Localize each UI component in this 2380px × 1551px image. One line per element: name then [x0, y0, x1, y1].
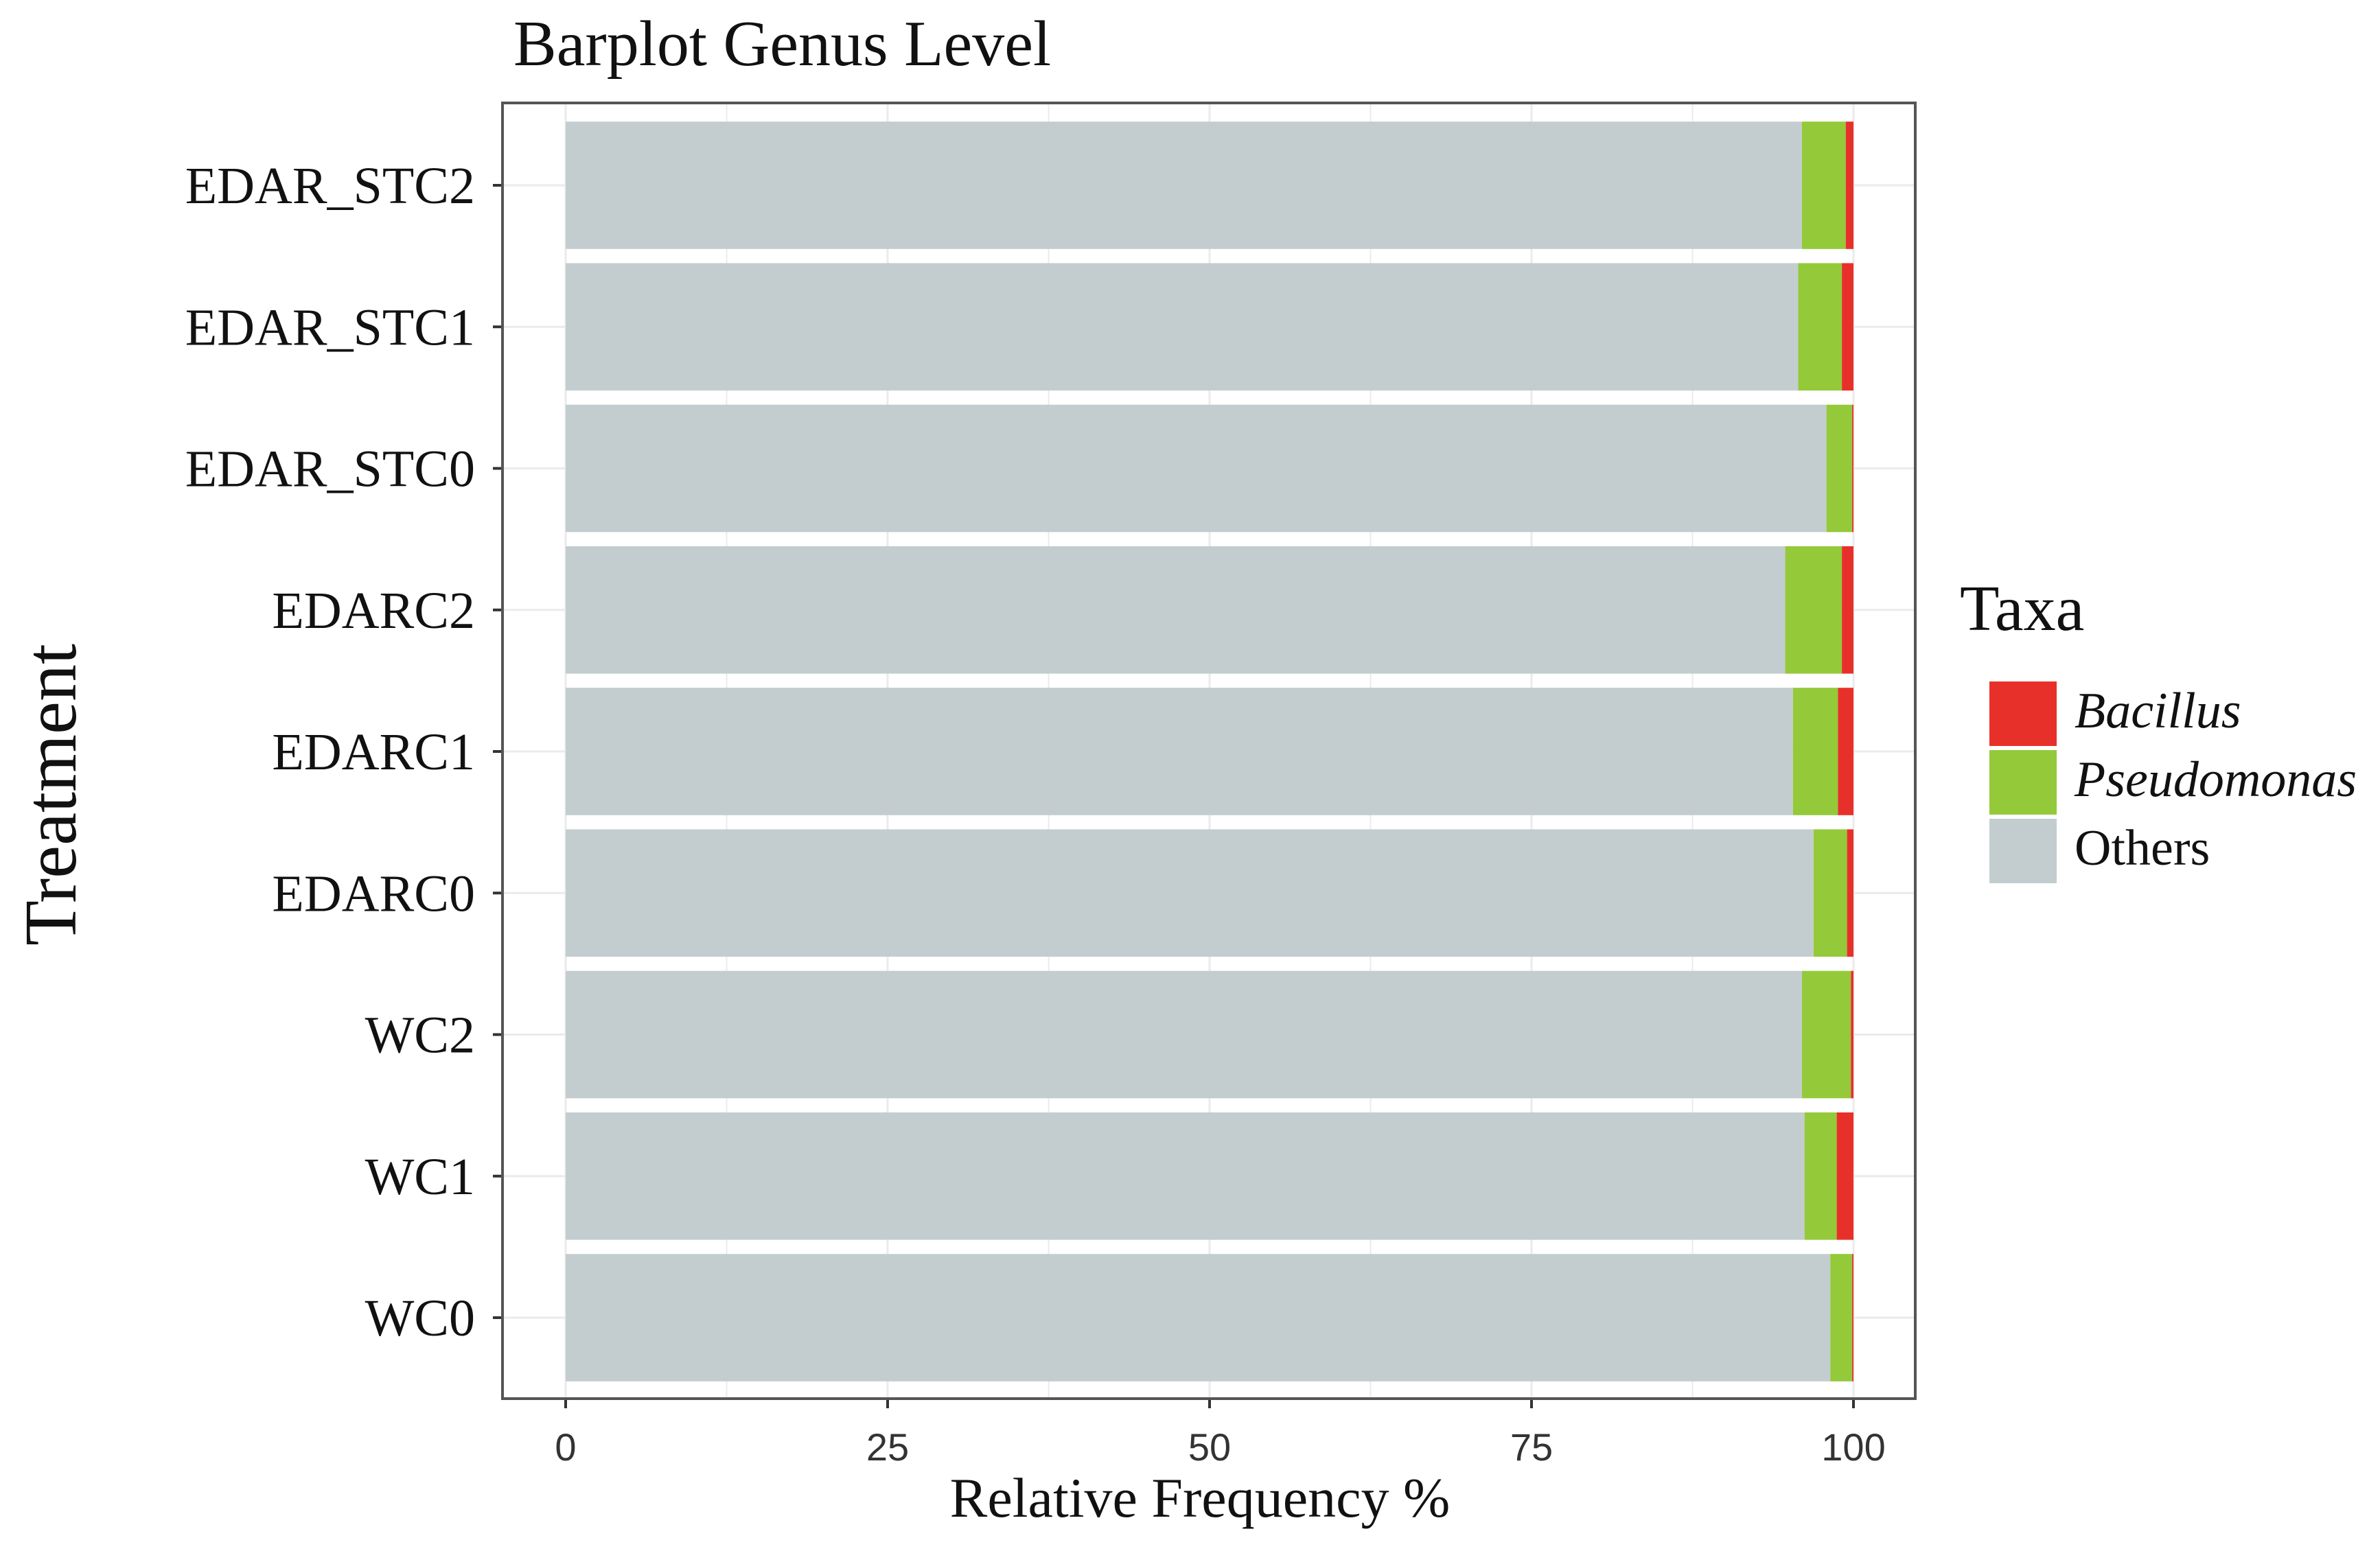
y-tick-label: WC2 — [365, 1007, 475, 1064]
bar-pseudomonas-wc1 — [1804, 1112, 1837, 1240]
chart-title: Barplot Genus Level — [513, 8, 1051, 80]
y-tick-label: WC0 — [365, 1290, 475, 1347]
legend-key-pseudomonas — [1989, 750, 2057, 815]
y-tick-label: EDAR_STC1 — [185, 299, 475, 356]
legend-label-others: Others — [2075, 820, 2210, 876]
legend-key-bacillus — [1989, 681, 2057, 746]
y-axis-label: Treatment — [10, 644, 92, 946]
bar-pseudomonas-edar_stc1 — [1798, 263, 1842, 391]
x-tick-label: 0 — [555, 1425, 576, 1469]
bar-bacillus-edar_stc0 — [1852, 404, 1853, 533]
bar-pseudomonas-edarc2 — [1785, 546, 1842, 674]
bar-bacillus-edar_stc2 — [1845, 121, 1853, 249]
bar-others-edarc0 — [566, 829, 1814, 957]
bar-pseudomonas-edarc0 — [1813, 829, 1847, 957]
bar-others-wc2 — [566, 970, 1802, 1099]
bar-others-wc0 — [566, 1254, 1831, 1381]
bar-group — [566, 121, 1853, 1381]
y-tick-label: EDARC0 — [272, 865, 475, 922]
legend-title: Taxa — [1960, 573, 2084, 644]
panel-border — [501, 102, 1917, 1400]
y-tick-label: EDARC1 — [272, 723, 475, 781]
legend-label-bacillus: Bacillus — [2075, 683, 2241, 739]
bar-others-edar_stc2 — [566, 121, 1802, 249]
y-tick-group: WC0 WC1 WC2 EDARC0 EDARC1 EDARC2 EDAR_STC0 EDAR… — [185, 157, 502, 1347]
bar-pseudomonas-edar_stc0 — [1826, 404, 1853, 533]
x-tick-group: 0 25 50 75 100 — [555, 1399, 1886, 1469]
y-tick-label: EDAR_STC0 — [185, 441, 475, 498]
bar-others-edar_stc0 — [566, 404, 1827, 533]
bar-pseudomonas-wc0 — [1830, 1254, 1853, 1381]
bar-bacillus-wc0 — [1852, 1254, 1853, 1381]
bar-bacillus-edarc1 — [1838, 688, 1853, 815]
x-axis-label: Relative Frequency % — [950, 1467, 1451, 1529]
y-tick-label: EDARC2 — [272, 582, 475, 640]
bar-others-edar_stc1 — [566, 263, 1799, 391]
bar-pseudomonas-edarc1 — [1792, 688, 1838, 815]
x-tick-label: 100 — [1821, 1425, 1885, 1469]
bar-bacillus-edar_stc1 — [1842, 263, 1853, 391]
x-tick-label: 75 — [1510, 1425, 1553, 1469]
x-tick-label: 50 — [1188, 1425, 1231, 1469]
y-tick-label: WC1 — [365, 1148, 475, 1206]
bar-pseudomonas-wc2 — [1801, 970, 1851, 1099]
bar-bacillus-wc1 — [1836, 1112, 1853, 1240]
bar-others-edarc2 — [566, 546, 1786, 674]
legend-key-others — [1989, 819, 2057, 883]
y-tick-label: EDAR_STC2 — [185, 157, 475, 215]
bar-bacillus-edarc2 — [1842, 546, 1853, 674]
legend: Bacillus Pseudomonas Others — [1989, 681, 2357, 883]
bar-pseudomonas-edar_stc2 — [1801, 121, 1846, 249]
legend-label-pseudomonas: Pseudomonas — [2074, 751, 2357, 808]
bar-others-edarc1 — [566, 688, 1793, 815]
bar-others-wc1 — [566, 1112, 1805, 1240]
bar-bacillus-edarc0 — [1847, 829, 1853, 957]
x-tick-label: 25 — [866, 1425, 909, 1469]
bar-bacillus-wc2 — [1851, 970, 1853, 1099]
